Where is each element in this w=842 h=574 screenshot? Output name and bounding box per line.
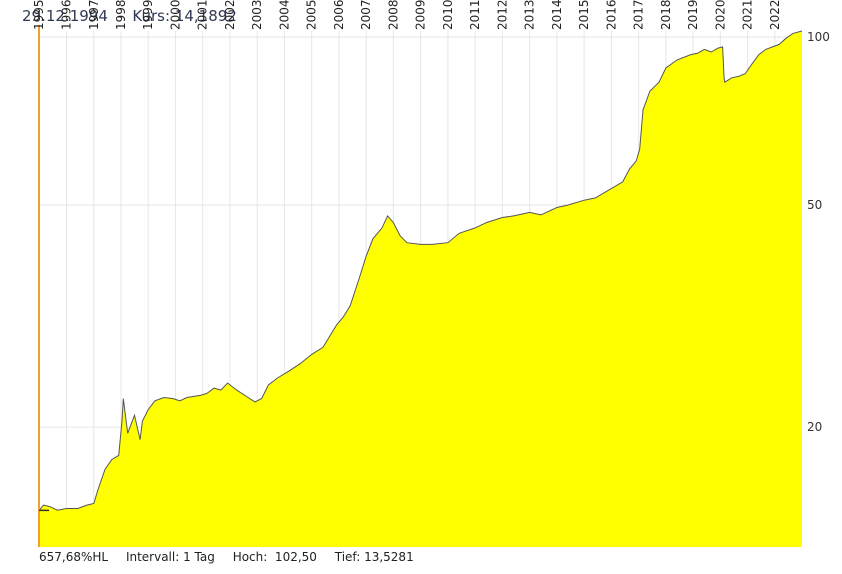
x-tick-label-2006: 2006 (332, 0, 346, 30)
footer-interval: Intervall: 1 Tag (125, 550, 215, 564)
x-tick-label-2019: 2019 (686, 0, 700, 30)
footer-change: 657,68%HL (39, 550, 109, 564)
x-tick-label-1996: 1996 (59, 0, 73, 30)
x-tick-label-2009: 2009 (414, 0, 428, 30)
header-kurs-value: 14,1892 (174, 7, 237, 25)
y-tick-label-50: 50 (807, 198, 822, 212)
x-tick-label-2004: 2004 (277, 0, 291, 30)
x-tick-label-2002: 2002 (223, 0, 237, 30)
x-tick-label-2011: 2011 (468, 0, 482, 30)
x-tick-label-2018: 2018 (659, 0, 673, 30)
price-line (38, 30, 803, 511)
x-tick-label-2010: 2010 (441, 0, 455, 30)
footer-high: Hoch: 102,50 (232, 550, 317, 564)
x-tick-label-2022: 2022 (768, 0, 782, 30)
price-area (39, 31, 802, 547)
header-kurs-label: Kurs: (132, 7, 171, 25)
chart-header: 29.12.1994 - Kurs: 14,1892 (22, 7, 237, 25)
x-tick-label-2003: 2003 (250, 0, 264, 30)
x-tick-label-2001: 2001 (196, 0, 210, 30)
marker-layer (38, 25, 49, 547)
label-layer: 1995 1996 1997 1998 1999 2000 2001 2002 2003 2004… (32, 0, 830, 434)
x-tick-label-2016: 2016 (604, 0, 618, 30)
x-tick-label-2005: 2005 (305, 0, 319, 30)
chart-footer: 657,68%HL Intervall: 1 Tag Hoch: 102,50 … (39, 550, 428, 564)
y-tick-label-20: 20 (807, 420, 822, 434)
header-separator: - (117, 7, 123, 25)
footer-low: Tief: 13,5281 (334, 550, 414, 564)
y-tick-label-100: 100 (807, 30, 830, 44)
x-tick-label-2017: 2017 (632, 0, 646, 30)
x-tick-label-2008: 2008 (386, 0, 400, 30)
x-tick-label-2007: 2007 (359, 0, 373, 30)
x-tick-label-1995: 1995 (32, 0, 46, 30)
x-tick-label-2014: 2014 (550, 0, 564, 30)
x-tick-label-2021: 2021 (741, 0, 755, 30)
x-tick-label-1999: 1999 (141, 0, 155, 30)
x-tick-label-2012: 2012 (495, 0, 509, 30)
x-tick-label-2015: 2015 (577, 0, 591, 30)
x-tick-label-2013: 2013 (523, 0, 537, 30)
x-tick-label-2020: 2020 (713, 0, 727, 30)
x-tick-label-2000: 2000 (168, 0, 182, 30)
price-chart[interactable]: 1995 1996 1997 1998 1999 2000 2001 2002 2003 2004… (0, 0, 842, 548)
x-tick-label-1998: 1998 (114, 0, 128, 30)
x-tick-label-1997: 1997 (87, 0, 101, 30)
header-date: 29.12.1994 (22, 7, 108, 25)
